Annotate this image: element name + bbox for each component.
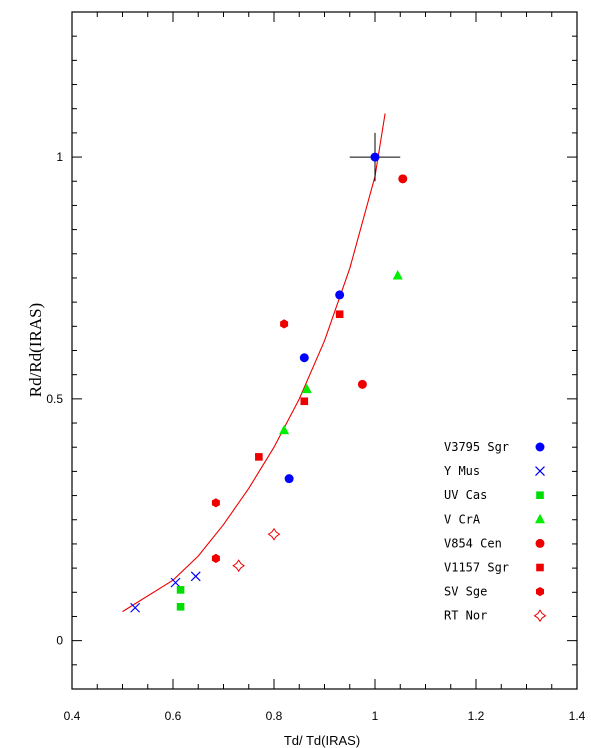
data-point-v1157-sgr [335, 310, 344, 319]
legend: V3795 Sgr Y Mus UV Cas V CrA V854 Cen V1157 S… [444, 440, 547, 623]
data-point-y-mus [130, 602, 141, 613]
legend-marker-y-mus [535, 466, 545, 477]
data-point-v854-cen [357, 379, 367, 389]
data-point-sv-sge [211, 553, 220, 563]
legend-label-uv-cas: UV Cas [444, 488, 487, 502]
legend-label-v3795-sgr: V3795 Sgr [444, 440, 509, 454]
data-point-sv-sge [211, 498, 220, 508]
data-point-v-cra [301, 383, 312, 394]
legend-label-y-mus: Y Mus [444, 464, 480, 478]
legend-marker-v3795-sgr [535, 442, 545, 452]
x-axis-title: Td/ Td(IRAS) [284, 733, 360, 748]
legend-marker-v854-cen [535, 538, 545, 548]
data-point-v3795-sgr [299, 353, 309, 363]
legend-label-sv-sge: SV Sge [444, 585, 487, 599]
data-point-rt-nor [267, 527, 281, 541]
legend-marker-uv-cas [536, 491, 544, 499]
data-point-v1157-sgr [300, 397, 309, 406]
data-point-rt-nor [232, 559, 246, 573]
x-tick-label: 1.4 [569, 709, 586, 723]
legend-label-v-cra: V CrA [444, 512, 481, 526]
data-point-v854-cen [398, 174, 408, 184]
x-tick-label: 0.6 [165, 709, 182, 723]
data-point-uv-cas [176, 586, 185, 594]
y-tick-label: 0.5 [46, 392, 63, 406]
legend-marker-v1157-sgr [536, 563, 544, 572]
legend-label-v854-cen: V854 Cen [444, 536, 502, 550]
y-tick-label: 0 [56, 634, 63, 648]
x-tick-label: 0.8 [266, 709, 283, 723]
legend-marker-sv-sge [536, 587, 544, 597]
legend-marker-rt-nor [533, 609, 547, 623]
x-tick-label: 1.2 [468, 709, 485, 723]
data-point-v1157-sgr [255, 453, 263, 461]
legend-label-rt-nor: RT Nor [444, 609, 487, 623]
y-axis-title: Rd/Rd(IRAS) [26, 303, 45, 397]
data-point-v-cra [279, 424, 290, 435]
x-tick-label: 0.4 [64, 709, 81, 723]
data-point-v3795-sgr [370, 152, 380, 162]
legend-label-v1157-sgr: V1157 Sgr [444, 561, 509, 575]
data-point-y-mus [170, 577, 181, 588]
data-point-sv-sge [280, 319, 289, 329]
y-tick-label: 1 [56, 150, 63, 164]
plot-frame [71, 11, 578, 690]
data-point-v3795-sgr [335, 290, 345, 300]
model-curve [122, 113, 386, 613]
data-point-v3795-sgr [284, 474, 294, 484]
data-point-v-cra [392, 270, 403, 280]
x-tick-label: 1 [372, 709, 379, 723]
data-point-uv-cas [176, 602, 185, 611]
legend-marker-v-cra [535, 513, 545, 524]
data-point-y-mus [190, 571, 201, 582]
